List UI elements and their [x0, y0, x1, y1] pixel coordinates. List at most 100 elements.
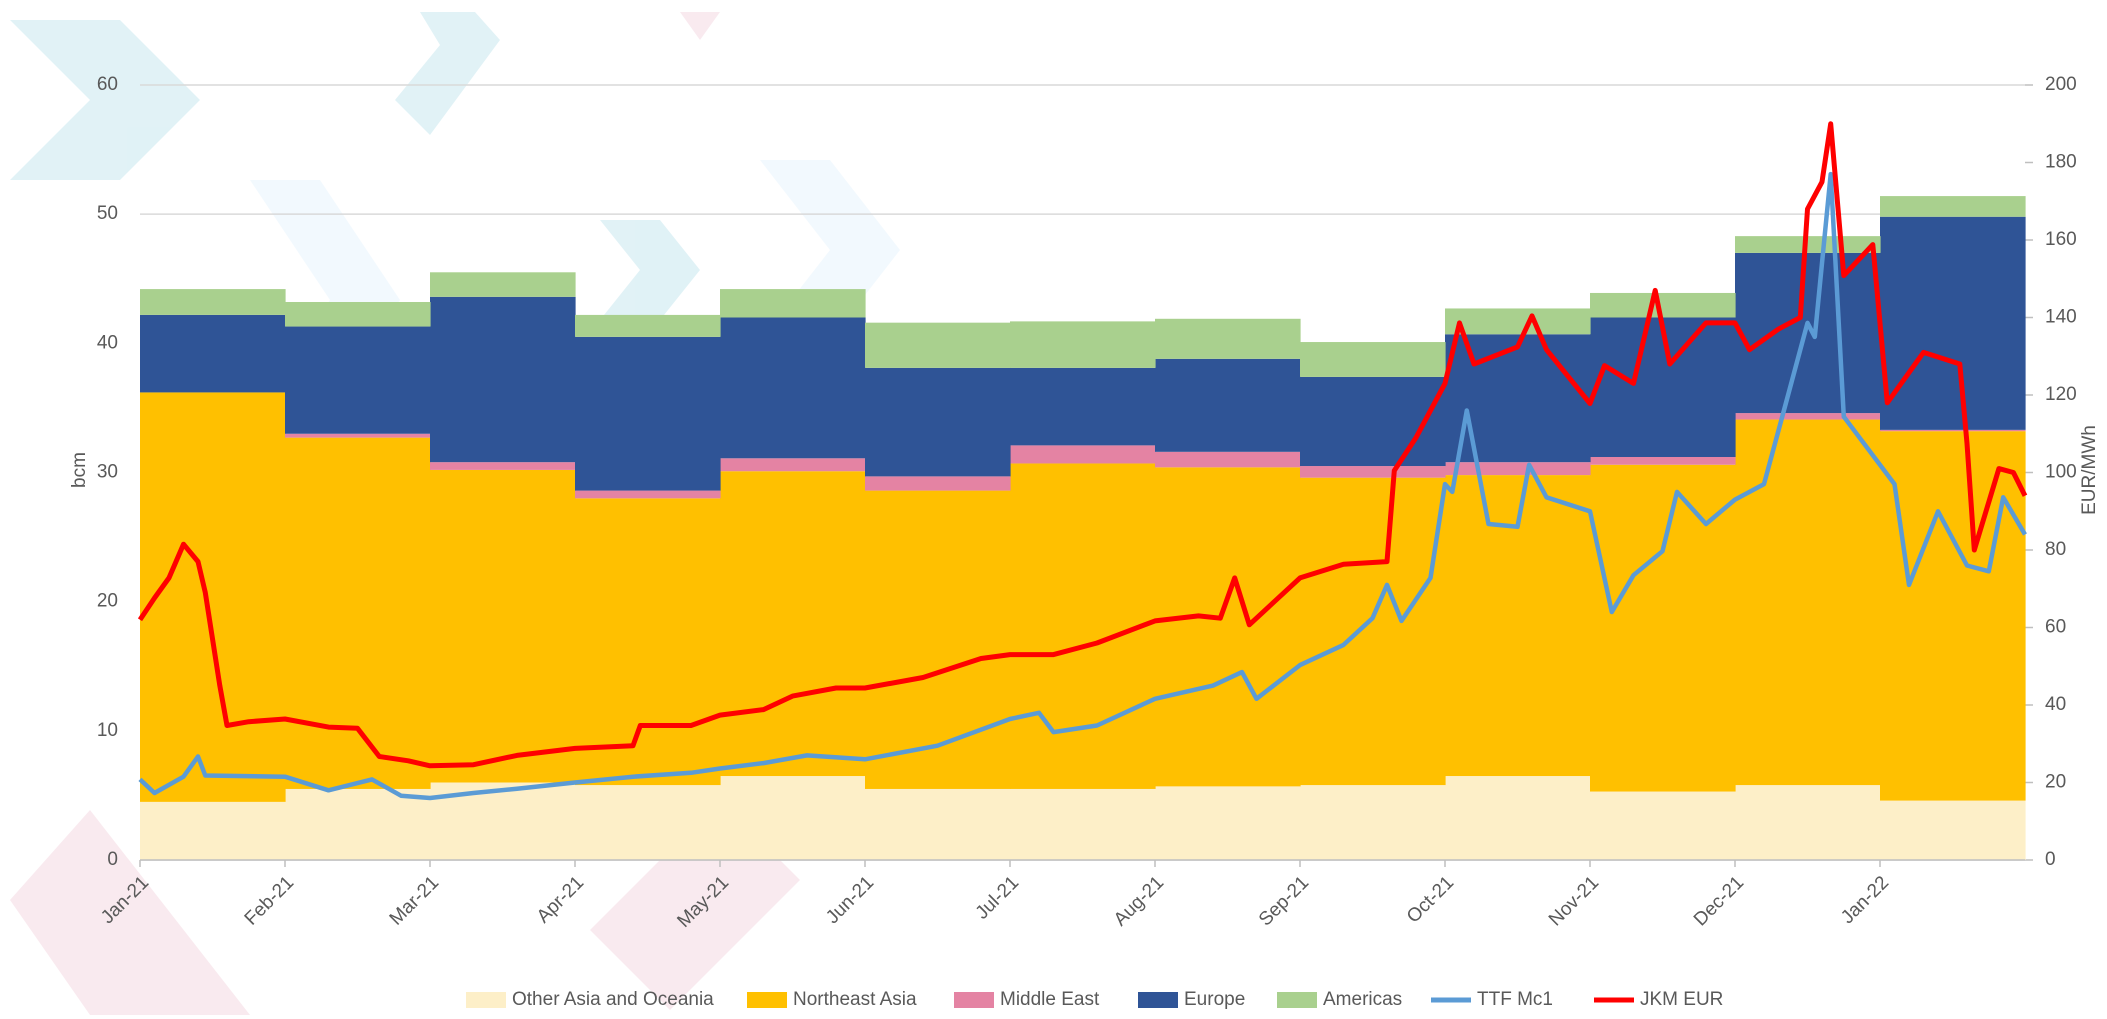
area-segment [575, 498, 721, 786]
area-segment [140, 392, 286, 802]
y-tick-label: 30 [97, 462, 118, 483]
area-segment [1880, 216, 2026, 430]
area-segment [1155, 318, 1301, 359]
decoration-chevron [600, 220, 700, 320]
y2-tick-label: 80 [2045, 539, 2066, 560]
y2-tick-label: 40 [2045, 694, 2066, 715]
plot-area [137, 121, 2028, 860]
x-tick-label: Dec-21 [1690, 872, 1748, 930]
area-segment [1300, 376, 1446, 467]
area-segment [1300, 477, 1446, 786]
area-segment [720, 776, 866, 860]
y-tick-label: 60 [97, 74, 118, 95]
area-segment [1155, 786, 1301, 860]
legend-swatch [466, 992, 506, 1008]
area-segment [575, 314, 721, 337]
area-segment [865, 367, 1011, 477]
x-tick-label: Mar-21 [386, 872, 443, 929]
y-tick-label: 20 [97, 591, 118, 612]
area-segment [1590, 464, 1736, 792]
y2-tick-label: 20 [2045, 772, 2066, 793]
area-segment [720, 289, 866, 318]
area-segment [1880, 800, 2026, 860]
y-tick-label: 50 [97, 203, 118, 224]
area-segment [1445, 334, 1591, 463]
area-segment [285, 302, 431, 327]
legend-swatch [954, 992, 994, 1008]
area-segment [285, 788, 431, 860]
legend-label: TTF Mc1 [1477, 989, 1553, 1010]
area-segment [430, 469, 576, 783]
x-tick-label: Nov-21 [1545, 872, 1603, 930]
area-segment [140, 314, 286, 393]
decoration-chevron [395, 12, 500, 135]
area-segment [575, 490, 721, 499]
area-segment [1445, 308, 1591, 335]
line-series [137, 121, 2028, 769]
area-segment [1590, 292, 1736, 318]
x-tick-label: Apr-21 [533, 872, 588, 927]
area-segment [140, 801, 286, 860]
area-segment [430, 296, 576, 463]
area-segment [865, 476, 1011, 491]
area-segment [720, 471, 866, 777]
x-tick-label: Feb-21 [241, 872, 298, 929]
area-segment [1735, 252, 1881, 414]
x-tick-label: Oct-21 [1403, 872, 1458, 927]
area-segment [1880, 429, 2026, 432]
y2-axis-label: EUR/MWh [2079, 425, 2100, 515]
legend-label: Americas [1323, 989, 1402, 1010]
y2-tick-label: 160 [2045, 229, 2077, 250]
y2-tick-label: 140 [2045, 307, 2077, 328]
area-segment [1010, 788, 1156, 860]
area-segment [720, 458, 866, 472]
line-series [138, 171, 2027, 801]
area-segment [285, 433, 431, 438]
area-segment [865, 322, 1011, 368]
area-segment [1735, 413, 1881, 420]
area-segment [1010, 367, 1156, 446]
area-segment [720, 317, 866, 459]
area-segment [1735, 236, 1881, 253]
y2-tick-label: 0 [2045, 849, 2056, 870]
y-tick-label: 0 [107, 849, 118, 870]
area-segment [1735, 785, 1881, 860]
area-segment [1300, 785, 1446, 860]
y-tick-label: 10 [97, 720, 118, 741]
area-segment [575, 785, 721, 860]
x-tick-label: Sep-21 [1255, 872, 1313, 930]
area-segment [430, 272, 576, 297]
area-segment [285, 437, 431, 789]
area-segment [1300, 342, 1446, 377]
area-segment [140, 289, 286, 315]
area-segment [1300, 466, 1446, 478]
legend-label: Other Asia and Oceania [512, 989, 714, 1010]
decoration-chevron [680, 12, 720, 40]
x-tick-label: Jan-22 [1837, 872, 1893, 928]
area-segment [1010, 445, 1156, 464]
y2-tick-label: 200 [2045, 74, 2077, 95]
legend-label: JKM EUR [1640, 989, 1723, 1010]
area-segment [1445, 462, 1591, 476]
area-segment [1880, 196, 2026, 217]
area-segment [1590, 457, 1736, 465]
area-segment [865, 788, 1011, 860]
area-segment [865, 490, 1011, 789]
y2-tick-label: 180 [2045, 152, 2077, 173]
y2-tick-label: 120 [2045, 384, 2077, 405]
area-segment [1010, 463, 1156, 789]
area-segment [1880, 431, 2026, 801]
legend-label: Europe [1184, 989, 1245, 1010]
decoration-chevron [10, 20, 200, 180]
legend-swatch [1277, 992, 1317, 1008]
legend-label: Northeast Asia [793, 989, 917, 1010]
area-segment [430, 462, 576, 470]
y-tick-label: 40 [97, 332, 118, 353]
legend-label: Middle East [1000, 989, 1100, 1010]
x-tick-label: Aug-21 [1110, 872, 1168, 930]
area-segment [1590, 791, 1736, 860]
y2-tick-label: 100 [2045, 462, 2077, 483]
legend: Other Asia and Oceania Northeast Asia Midd… [466, 989, 1723, 1010]
legend-swatch [747, 992, 787, 1008]
x-tick-label: Jun-21 [822, 872, 878, 928]
